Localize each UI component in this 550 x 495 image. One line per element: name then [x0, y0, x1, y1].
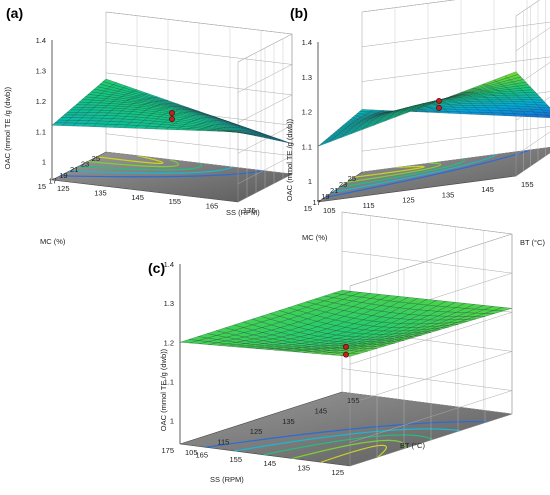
response-surface — [51, 78, 293, 144]
x-tick-label: 15 — [38, 182, 46, 191]
contour-line — [354, 165, 425, 178]
y-tick-label: 145 — [315, 406, 328, 415]
z-tick-label: 1 — [308, 177, 312, 186]
z-tick-label: 1.1 — [36, 127, 46, 136]
y-tick-label: 105 — [323, 206, 336, 215]
z-tick-label: 1.3 — [164, 299, 174, 308]
x-axis-title: MC (%) — [40, 237, 66, 246]
contour-line — [339, 158, 465, 188]
contour-line — [234, 428, 461, 452]
x-tick-label: 21 — [70, 165, 78, 174]
panel-label: (c) — [148, 260, 165, 276]
surface-cell — [317, 139, 332, 147]
y-tick-label: 155 — [521, 180, 534, 189]
z-tick-label: 1.4 — [164, 260, 174, 269]
z-gridline — [361, 21, 550, 51]
y-tick-label: 125 — [57, 184, 70, 193]
z-tick-label: 1 — [42, 158, 46, 167]
contour-line — [78, 162, 203, 171]
y-tick-label: 115 — [363, 201, 375, 210]
z-axis-title: OAC (mmol TE /g (dwb)) — [3, 86, 12, 169]
x-tick-label: 19 — [321, 192, 329, 201]
contour-line — [331, 153, 497, 193]
y-axis-title: SS (RPM) — [226, 208, 260, 217]
contour-line — [205, 421, 488, 448]
y-tick-label: 145 — [481, 185, 494, 194]
x-tick-label: 17 — [48, 176, 56, 185]
x-tick-label: 17 — [312, 198, 320, 207]
y-axis-title: BT (°C) — [400, 441, 425, 450]
z-tick-label: 1.4 — [36, 36, 46, 45]
x-axis-title: MC (%) — [302, 233, 328, 242]
x-tick-label: 135 — [297, 464, 310, 473]
y-tick-label: 155 — [347, 396, 360, 405]
x-tick-label: 175 — [161, 446, 174, 455]
design-point-marker — [343, 351, 349, 358]
x-tick-label: 23 — [339, 180, 347, 189]
surface-cell — [179, 339, 199, 344]
contour-line — [60, 170, 265, 178]
design-point-marker — [343, 343, 349, 350]
contour-line — [87, 158, 180, 168]
z-axis-title: OAC (mmol TE /g (dwb)) — [285, 118, 294, 201]
z-tick-label: 1.2 — [164, 338, 174, 347]
y-tick-label: 155 — [169, 197, 182, 206]
z-tick-label: 1.1 — [164, 377, 174, 386]
z-tick-label: 1.3 — [302, 73, 312, 82]
y-tick-label: 145 — [131, 193, 144, 202]
surface-cell — [51, 122, 66, 126]
x-tick-label: 19 — [59, 171, 67, 180]
panel-label: (a) — [6, 5, 23, 21]
z-tick-label: 1.2 — [36, 97, 46, 106]
y-axis-title: BT (°C) — [520, 238, 545, 247]
design-point-marker — [169, 116, 175, 123]
z-tick-label: 1.2 — [302, 108, 312, 117]
y-tick-label: 135 — [94, 188, 107, 197]
y-tick-label: 125 — [402, 196, 415, 205]
x-tick-label: 21 — [330, 186, 338, 195]
z-gridline — [361, 126, 550, 156]
contour-line — [69, 166, 233, 174]
contour-line — [263, 434, 433, 456]
x-tick-label: 125 — [331, 468, 344, 477]
y-tick-label: 175 — [243, 206, 256, 215]
contour-line — [96, 155, 164, 164]
surface-cell — [436, 111, 451, 114]
y-tick-label: 115 — [217, 438, 229, 447]
y-tick-label: 105 — [185, 448, 198, 457]
x-tick-label: 25 — [348, 174, 356, 183]
y-tick-label: 135 — [282, 417, 295, 426]
z-tick-label: 1.4 — [302, 38, 312, 47]
z-gridline — [361, 0, 540, 17]
x-tick-label: 155 — [229, 455, 242, 464]
z-tick-label: 1.1 — [302, 142, 312, 151]
design-point-marker — [436, 105, 442, 111]
contour-line — [320, 444, 387, 463]
z-axis-title: OAC (mmol TE /g (dwb)) — [159, 348, 168, 431]
x-tick-label: 145 — [263, 459, 276, 468]
x-tick-label: 23 — [81, 160, 89, 169]
chart-panel-c: 1 1.1 1.2 1.3 1.4 175 165 155 145 135 125 105 115 125… — [148, 211, 513, 484]
panel-label: (b) — [290, 5, 308, 21]
y-tick-label: 125 — [250, 427, 263, 436]
x-tick-label: 15 — [304, 204, 312, 213]
response-surface — [179, 290, 513, 357]
y-tick-label: 165 — [206, 202, 219, 211]
design-point-marker — [436, 98, 442, 104]
x-axis-title: SS (RPM) — [210, 475, 244, 484]
z-tick-label: 1 — [170, 417, 174, 426]
response-surface — [317, 71, 550, 147]
surface-cell — [359, 109, 374, 112]
z-tick-label: 1.3 — [36, 66, 46, 75]
design-point-marker — [169, 110, 175, 116]
x-tick-label: 165 — [195, 450, 208, 459]
contour-line — [346, 162, 442, 183]
y-tick-label: 135 — [442, 190, 455, 199]
x-tick-label: 25 — [92, 154, 100, 163]
